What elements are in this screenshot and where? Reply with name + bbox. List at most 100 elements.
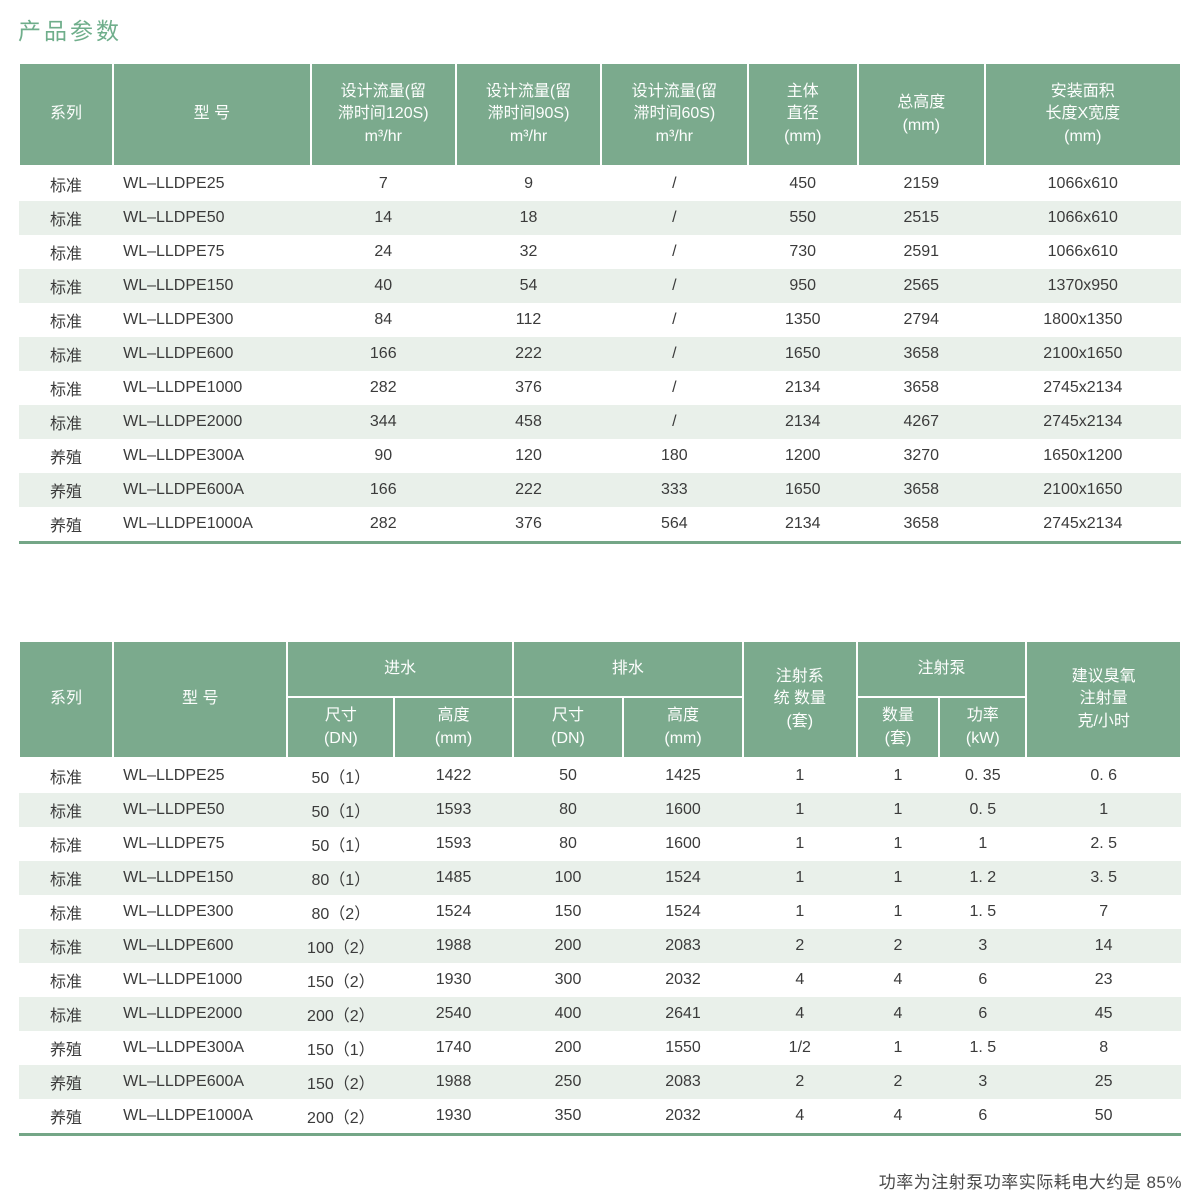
col-header-pump-power: 功率 (kW) [938,696,1028,759]
cell: 90 [374,447,393,464]
cell: 1 [795,869,805,886]
cell: 1 [893,1039,903,1056]
cell: 4 [795,971,805,988]
table-row: 养殖 WL–LLDPE1000A 282 376 564 2134 3658 2745x213… [19,507,1181,543]
cell: 150（2） [307,1076,375,1093]
cell: 100（2） [307,940,375,957]
cell: 23 [1094,971,1113,988]
cell: 4267 [903,413,940,430]
cell: WL–LLDPE600 [123,345,234,362]
cell: 344 [369,413,397,430]
table-row: 养殖 WL–LLDPE300A 90 120 180 1200 3270 1650x1200 [19,439,1181,473]
cell: / [672,345,677,362]
cell: 45 [1094,1005,1113,1022]
cell: 2032 [665,1107,701,1124]
table1-header: 系列 型 号 设计流量(留 滞时间120S) m³/hr 设计流量(留 滞时间9… [17,62,1183,167]
cell: 1650 [784,345,821,362]
cell: 222 [515,481,542,498]
table-row: 标准 WL–LLDPE150 80（1） 1485 100 1524 1 1 1. 2 3. 5 [19,861,1181,895]
cell: 3658 [903,345,940,362]
cell: 282 [369,379,397,396]
cell: 80 [559,801,577,818]
table-row: 标准 WL–LLDPE25 50（1） 1422 50 1425 1 1 0. 35 0. 6 [19,758,1181,793]
cell: 1370x950 [1047,277,1118,294]
cell: 40 [374,277,393,294]
cell: 50（1） [311,804,371,821]
cell: 标准 [50,838,83,855]
cell: 1422 [435,767,472,784]
cell: 4 [893,971,903,988]
col-group-inlet: 进水 [286,640,514,698]
cell: 养殖 [50,1110,83,1127]
col-header-flow-120s: 设计流量(留 滞时间120S) m³/hr [309,62,457,167]
col-header-model: 型 号 [112,640,289,759]
cell: 950 [789,277,817,294]
cell: 2 [795,937,805,954]
cell: 2745x2134 [1043,515,1123,532]
cell: WL–LLDPE300 [123,311,234,328]
cell: 730 [789,243,817,260]
cell: 1. 5 [969,1039,997,1056]
cell: WL–LLDPE75 [123,835,225,852]
cell: 1066x610 [1047,209,1118,226]
cell: 200（2） [307,1008,375,1025]
cell: 养殖 [50,518,83,535]
cell: 7 [378,175,388,192]
cell: 25 [1094,1073,1113,1090]
table2-header: 系列 型 号 进水 排水 注射系 统 数量 (套) 注射泵 建议臭氧 注射量 克… [17,640,1182,759]
cell: 180 [660,447,688,464]
col-header-install-area: 安装面积 长度X宽度 (mm) [983,62,1183,167]
table-row: 养殖 WL–LLDPE600A 150（2） 1988 250 2083 2 2 3 25 [19,1065,1181,1099]
cell: 14 [374,209,393,226]
cell: WL–LLDPE150 [123,277,234,294]
cell: 120 [515,447,542,464]
cell: WL–LLDPE1000 [123,971,243,988]
cell: 32 [519,243,538,260]
cell: 标准 [50,974,83,991]
cell: 8 [1099,1039,1109,1056]
cell: 50 [1094,1107,1113,1124]
cell: 80 [559,835,577,852]
col-header-inlet-height: 高度 (mm) [393,696,514,759]
cell: 18 [519,209,538,226]
table-row: 养殖 WL–LLDPE600A 166 222 333 1650 3658 2100x1650 [19,473,1181,507]
cell: 1066x610 [1047,175,1118,192]
cell: 标准 [50,382,83,399]
cell: 标准 [50,872,83,889]
cell: 564 [660,515,688,532]
cell: 3658 [903,481,940,498]
col-header-flow-60s: 设计流量(留 滞时间60S) m³/hr [600,62,749,167]
col-header-flow-90s: 设计流量(留 滞时间90S) m³/hr [454,62,603,167]
cell: 2 [893,1073,903,1090]
cell: / [672,175,677,192]
cell: 标准 [50,940,83,957]
cell: 1988 [435,937,472,954]
cell: WL–LLDPE1000A [123,515,253,532]
col-header-body-diameter: 主体 直径 (mm) [746,62,859,167]
cell: 2745x2134 [1043,413,1123,430]
cell: 2134 [784,515,821,532]
cell: 150（1） [307,1042,375,1059]
cell: 1200 [784,447,821,464]
cell: 2100x1650 [1043,481,1123,498]
footnote: 功率为注射泵功率实际耗电大约是 85% [878,1173,1182,1192]
cell: 1 [795,767,805,784]
cell: / [672,413,677,430]
cell: / [672,243,677,260]
table1-body: 标准 WL–LLDPE25 7 9 / 450 2159 1066x610 标准 WL–LLDPE… [19,166,1181,543]
table-row: 标准 WL–LLDPE50 50（1） 1593 80 1600 1 1 0. 5 1 [19,793,1181,827]
table-row: 标准 WL–LLDPE50 14 18 / 550 2515 1066x610 [19,201,1181,235]
cell: WL–LLDPE2000 [123,413,243,430]
cell: 0. 5 [969,801,997,818]
cell: 458 [515,413,542,430]
cell: 2083 [665,937,701,954]
cell: 1/2 [788,1039,811,1056]
cell: 标准 [50,804,83,821]
cell: WL–LLDPE50 [123,209,225,226]
cell: 2 [893,937,903,954]
cell: WL–LLDPE150 [123,869,234,886]
cell: 养殖 [50,450,83,467]
cell: 250 [554,1073,582,1090]
cell: 2083 [665,1073,701,1090]
